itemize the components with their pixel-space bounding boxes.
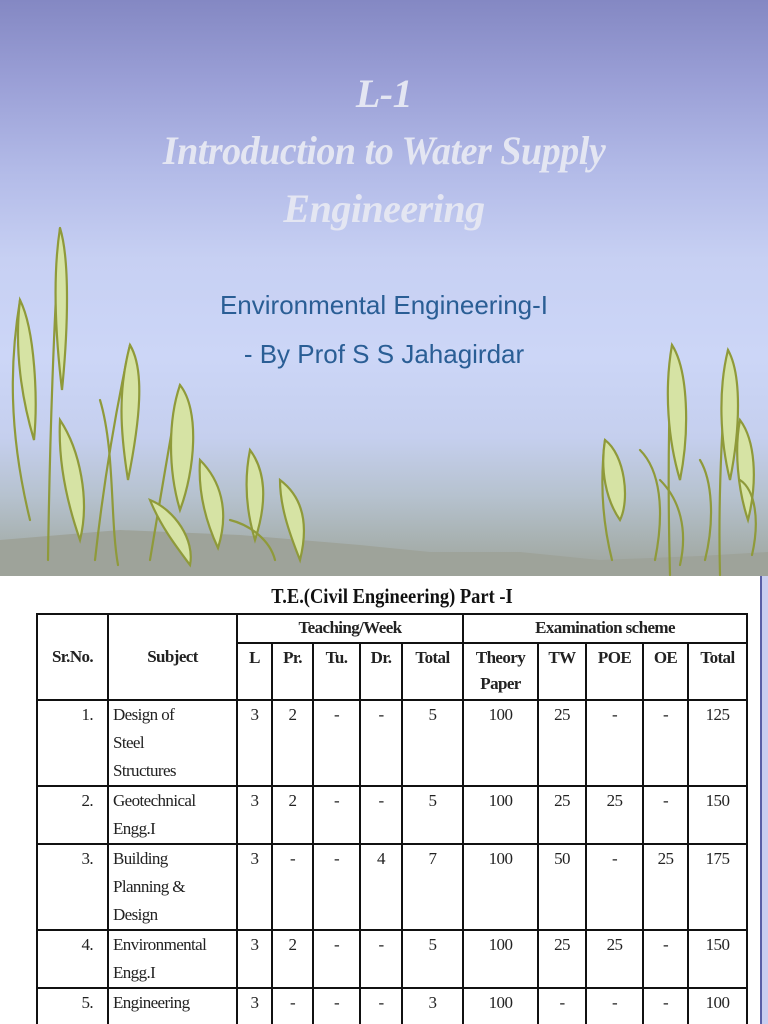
cell-pr: - (271, 843, 314, 931)
cell-teaching-total: 5 (401, 929, 464, 989)
cell-l: 3 (236, 699, 273, 787)
subject-subtitle: Environmental Engineering-I (219, 290, 549, 320)
cell-l: 3 (236, 843, 273, 931)
cell-exam-total: 175 (687, 843, 748, 931)
cell-exam-total: 150 (687, 929, 748, 989)
cell-oe: - (642, 785, 689, 845)
cell-tu: - (312, 843, 361, 931)
cell-tw: - (537, 987, 587, 1024)
ground-hills (0, 530, 768, 576)
cell-pr: 2 (271, 929, 314, 989)
col-header-theory-paper: Theory Paper (462, 642, 539, 701)
cell-theory: 100 (462, 987, 539, 1024)
cell-dr: - (359, 929, 403, 989)
cell-dr: 4 (359, 843, 403, 931)
table-row: 2. Geotechnical Engg.I 3 2 - - 5 100 25 … (36, 785, 748, 845)
col-header-oe: OE (642, 642, 689, 701)
wheat-grass-right (601, 342, 757, 576)
cell-sr-no: 2. (36, 785, 109, 845)
cell-l: 3 (236, 785, 273, 845)
cell-theory: 100 (462, 929, 539, 989)
author-subtitle: - By Prof S S Jahagirdar (243, 339, 525, 369)
table-title: T.E.(Civil Engineering) Part -I (271, 584, 513, 608)
table-header-row: L Pr. Tu. Dr. Total Theory Paper TW POE … (37, 642, 748, 701)
cell-tu: - (312, 929, 361, 989)
col-header-dr: Dr. (359, 642, 403, 701)
cell-teaching-total: 5 (401, 785, 464, 845)
cell-subject: Design of Steel Structures (107, 699, 238, 787)
cell-tu: - (312, 785, 361, 845)
col-header-tw: TW (537, 642, 587, 701)
lecture-number: L-1 (355, 71, 413, 116)
cell-subject: Engineering Management (107, 987, 238, 1024)
cell-dr: - (359, 785, 403, 845)
cell-tw: 25 (537, 699, 587, 787)
cell-tw: 25 (537, 785, 587, 845)
cell-poe: - (585, 699, 644, 787)
col-header-l: L (236, 642, 273, 701)
cell-sr-no: 1. (36, 699, 109, 787)
cell-tw: 25 (537, 929, 587, 989)
cell-sr-no: 5. (36, 987, 109, 1024)
group-header-teaching: Teaching/Week (236, 613, 464, 644)
cell-subject: Building Planning & Design (107, 843, 238, 931)
group-header-exam: Examination scheme (462, 613, 748, 644)
cell-teaching-total: 7 (401, 843, 464, 931)
col-header-sr-no: Sr.No. (36, 613, 109, 701)
cell-theory: 100 (462, 785, 539, 845)
table-header-group-row: Sr.No. Subject Teaching/Week Examination… (36, 613, 748, 701)
cell-l: 3 (236, 987, 273, 1024)
cell-subject: Environmental Engg.I (107, 929, 238, 989)
slide-title-line-2: Engineering (283, 186, 485, 231)
syllabus-table-section: T.E.(Civil Engineering) Part -I Sr.No. S… (0, 576, 768, 1024)
cell-pr: 2 (271, 785, 314, 845)
cell-exam-total: 125 (687, 699, 748, 787)
cell-theory: 100 (462, 699, 539, 787)
wheat-grass-illustration (0, 226, 768, 576)
cell-poe: 25 (585, 785, 644, 845)
cell-subject: Geotechnical Engg.I (107, 785, 238, 845)
cell-l: 3 (236, 929, 273, 989)
col-header-teaching-total: Total (401, 642, 464, 701)
cell-poe: - (585, 987, 644, 1024)
cell-tu: - (312, 699, 361, 787)
cell-oe: 25 (642, 843, 689, 931)
cell-dr: - (359, 987, 403, 1024)
cell-teaching-total: 3 (401, 987, 464, 1024)
table-row: 1. Design of Steel Structures 3 2 - - 5 … (36, 699, 748, 787)
cell-exam-total: 100 (687, 987, 748, 1024)
teaching-exam-scheme-table: Sr.No. Subject Teaching/Week Examination… (36, 613, 748, 1024)
cell-theory: 100 (462, 843, 539, 931)
cell-teaching-total: 5 (401, 699, 464, 787)
cell-exam-total: 150 (687, 785, 748, 845)
cell-sr-no: 3. (36, 843, 109, 931)
cell-poe: - (585, 843, 644, 931)
cell-poe: 25 (585, 929, 644, 989)
cell-oe: - (642, 929, 689, 989)
slide-title-line-1: Introduction to Water Supply (162, 128, 606, 173)
table-row: 4. Environmental Engg.I 3 2 - - 5 100 25… (36, 929, 748, 989)
cell-tu: - (312, 987, 361, 1024)
col-header-poe: POE (585, 642, 644, 701)
table-row: 3. Building Planning & Design 3 - - 4 7 … (36, 843, 748, 931)
table-row: 5. Engineering Management 3 - - - 3 100 … (36, 987, 748, 1024)
cell-pr: - (271, 987, 314, 1024)
title-slide: L-1 Introduction to Water Supply Enginee… (0, 0, 768, 576)
col-header-pr: Pr. (271, 642, 314, 701)
cell-oe: - (642, 699, 689, 787)
cell-tw: 50 (537, 843, 587, 931)
cell-oe: - (642, 987, 689, 1024)
col-header-exam-total: Total (687, 642, 748, 701)
slide-edge-strip (760, 576, 768, 1024)
cell-dr: - (359, 699, 403, 787)
cell-pr: 2 (271, 699, 314, 787)
wheat-grass-left (11, 226, 305, 568)
col-header-subject: Subject (107, 613, 238, 701)
cell-sr-no: 4. (36, 929, 109, 989)
col-header-tu: Tu. (312, 642, 361, 701)
